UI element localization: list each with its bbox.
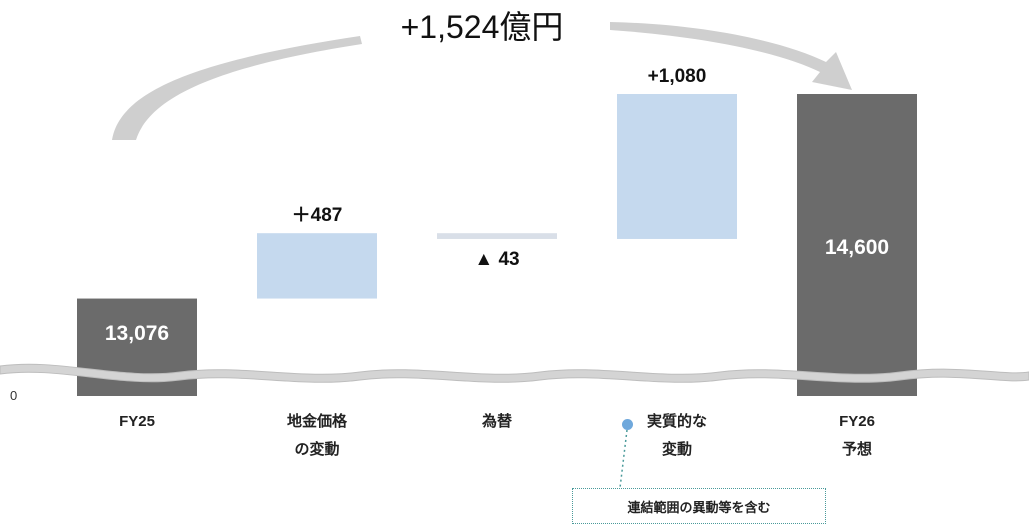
value-label-1: ＋487 bbox=[292, 205, 343, 226]
value-label-0: 13,076 bbox=[105, 322, 169, 345]
axis-break-band bbox=[0, 363, 1029, 383]
category-label-3: 実質的な 変動 bbox=[612, 408, 742, 464]
bar-1 bbox=[257, 233, 377, 299]
category-label-line: 実質的な bbox=[646, 413, 707, 430]
category-label-0: FY25 bbox=[72, 408, 202, 436]
category-label-line: の変動 bbox=[294, 441, 340, 458]
category-label-4: FY26 予想 bbox=[792, 408, 922, 464]
value-label-3: +1,080 bbox=[648, 66, 707, 87]
bar-4 bbox=[797, 94, 917, 396]
bar-2 bbox=[437, 233, 557, 239]
category-label-line: 為替 bbox=[481, 413, 512, 430]
category-label-line: FY26 bbox=[839, 413, 875, 430]
value-label-2: ▲ 43 bbox=[474, 249, 519, 270]
category-label-2: 為替 bbox=[432, 408, 562, 436]
bars-group bbox=[77, 94, 917, 396]
total-change-label: +1,524億円 bbox=[401, 9, 564, 45]
total-change-arrow bbox=[112, 36, 362, 140]
note-box: 連結範囲の異動等を含む bbox=[572, 488, 826, 524]
category-label-line: 地金価格 bbox=[286, 413, 347, 430]
bar-3 bbox=[617, 94, 737, 239]
value-label-4: 14,600 bbox=[825, 236, 889, 259]
note-marker-dot bbox=[622, 419, 633, 430]
value-labels-group: 13,076 ＋487 ▲ 43 +1,080 14,600 bbox=[105, 66, 889, 345]
category-label-line: FY25 bbox=[119, 413, 155, 430]
category-label-1: 地金価格 の変動 bbox=[252, 408, 382, 464]
category-label-line: 変動 bbox=[661, 441, 692, 458]
category-label-line: 予想 bbox=[841, 441, 872, 458]
total-change-arrow-right bbox=[610, 22, 852, 90]
axis-zero-label: 0 bbox=[10, 388, 18, 403]
